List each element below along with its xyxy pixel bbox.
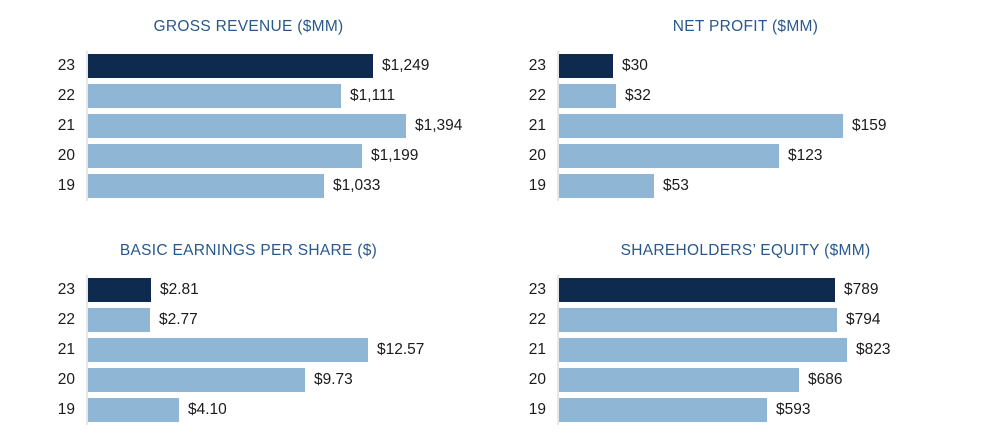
- chart-gross-revenue: GROSS REVENUE ($MM) 23 $1,249 22 $1,111 21 $1…: [0, 0, 497, 224]
- bar-row: 19 $593: [497, 398, 994, 422]
- bar-row: 19 $1,033: [0, 174, 497, 198]
- bar-rows: 23 $2.81 22 $2.77 21 $12.57 20 $9.73 19 $4.10: [0, 275, 497, 425]
- bar-current-year: [88, 54, 373, 78]
- bar-prior-year: [559, 84, 616, 108]
- bar-row: 19 $4.10: [0, 398, 497, 422]
- year-label: 20: [57, 147, 75, 164]
- year-label: 20: [57, 371, 75, 388]
- bar-prior-year: [88, 308, 150, 332]
- value-label: $12.57: [377, 341, 425, 358]
- bar-prior-year: [88, 114, 406, 138]
- value-label: $1,111: [350, 87, 396, 104]
- value-label: $1,249: [382, 57, 430, 74]
- year-label: 22: [57, 311, 75, 328]
- bar-row: 22 $2.77: [0, 308, 497, 332]
- bar-prior-year: [559, 114, 843, 138]
- bar-row: 23 $2.81: [0, 278, 497, 302]
- value-label: $1,033: [333, 177, 381, 194]
- value-label: $4.10: [188, 401, 227, 418]
- year-label: 23: [528, 57, 546, 74]
- value-label: $53: [663, 177, 689, 194]
- bar-row: 23 $30: [497, 54, 994, 78]
- bar-row: 21 $12.57: [0, 338, 497, 362]
- bar-rows: 23 $789 22 $794 21 $823 20 $686 19 $593: [497, 275, 994, 425]
- bar-rows: 23 $30 22 $32 21 $159 20 $123 19 $53: [497, 51, 994, 201]
- bar-row: 20 $9.73: [0, 368, 497, 392]
- year-label: 21: [528, 341, 546, 358]
- bar-row: 20 $686: [497, 368, 994, 392]
- value-label: $2.81: [160, 281, 199, 298]
- bar-current-year: [88, 278, 151, 302]
- year-label: 19: [528, 177, 546, 194]
- bar-row: 23 $1,249: [0, 54, 497, 78]
- bar-current-year: [559, 54, 613, 78]
- year-label: 20: [528, 147, 546, 164]
- year-label: 22: [57, 87, 75, 104]
- bar-prior-year: [559, 308, 837, 332]
- year-label: 21: [528, 117, 546, 134]
- value-label: $794: [846, 311, 881, 328]
- year-label: 23: [528, 281, 546, 298]
- value-label: $30: [622, 57, 648, 74]
- value-label: $123: [788, 147, 823, 164]
- bar-prior-year: [88, 144, 362, 168]
- value-label: $686: [808, 371, 843, 388]
- value-label: $823: [856, 341, 891, 358]
- bar-row: 20 $123: [497, 144, 994, 168]
- chart-shareholders-equity: SHAREHOLDERS’ EQUITY ($MM) 23 $789 22 $794 2…: [497, 224, 994, 448]
- chart-title: NET PROFIT ($MM): [672, 18, 819, 35]
- bar-prior-year: [88, 174, 324, 198]
- value-label: $9.73: [314, 371, 353, 388]
- year-label: 21: [57, 341, 75, 358]
- bar-prior-year: [559, 398, 767, 422]
- year-label: 22: [528, 87, 546, 104]
- year-label: 23: [57, 57, 75, 74]
- value-label: $32: [625, 87, 651, 104]
- bar-row: 21 $823: [497, 338, 994, 362]
- year-label: 23: [57, 281, 75, 298]
- chart-title: BASIC EARNINGS PER SHARE ($): [119, 242, 378, 259]
- value-label: $2.77: [159, 311, 198, 328]
- bar-row: 21 $1,394: [0, 114, 497, 138]
- bar-prior-year: [88, 398, 179, 422]
- value-label: $159: [852, 117, 887, 134]
- value-label: $593: [776, 401, 811, 418]
- chart-basic-eps: BASIC EARNINGS PER SHARE ($) 23 $2.81 22 $2…: [0, 224, 497, 448]
- year-label: 19: [528, 401, 546, 418]
- bar-prior-year: [559, 338, 847, 362]
- year-label: 22: [528, 311, 546, 328]
- value-label: $1,199: [371, 147, 419, 164]
- bar-row: 22 $794: [497, 308, 994, 332]
- bar-row: 22 $1,111: [0, 84, 497, 108]
- bar-prior-year: [559, 174, 654, 198]
- bar-prior-year: [88, 368, 305, 392]
- bar-prior-year: [559, 368, 799, 392]
- year-label: 19: [57, 177, 75, 194]
- value-label: $1,394: [415, 117, 463, 134]
- bar-row: 21 $159: [497, 114, 994, 138]
- chart-title: SHAREHOLDERS’ EQUITY ($MM): [620, 242, 871, 259]
- bar-prior-year: [88, 338, 368, 362]
- value-label: $789: [844, 281, 879, 298]
- bar-row: 20 $1,199: [0, 144, 497, 168]
- bar-prior-year: [559, 144, 779, 168]
- bar-prior-year: [88, 84, 341, 108]
- year-label: 21: [57, 117, 75, 134]
- bar-row: 22 $32: [497, 84, 994, 108]
- bar-rows: 23 $1,249 22 $1,111 21 $1,394 20 $1,199 19 $1,033: [0, 51, 497, 201]
- year-label: 20: [528, 371, 546, 388]
- bar-row: 23 $789: [497, 278, 994, 302]
- bar-current-year: [559, 278, 835, 302]
- year-label: 19: [57, 401, 75, 418]
- chart-net-profit: NET PROFIT ($MM) 23 $30 22 $32 21 $159 20 $123 1…: [497, 0, 994, 224]
- chart-title: GROSS REVENUE ($MM): [153, 18, 344, 35]
- bar-row: 19 $53: [497, 174, 994, 198]
